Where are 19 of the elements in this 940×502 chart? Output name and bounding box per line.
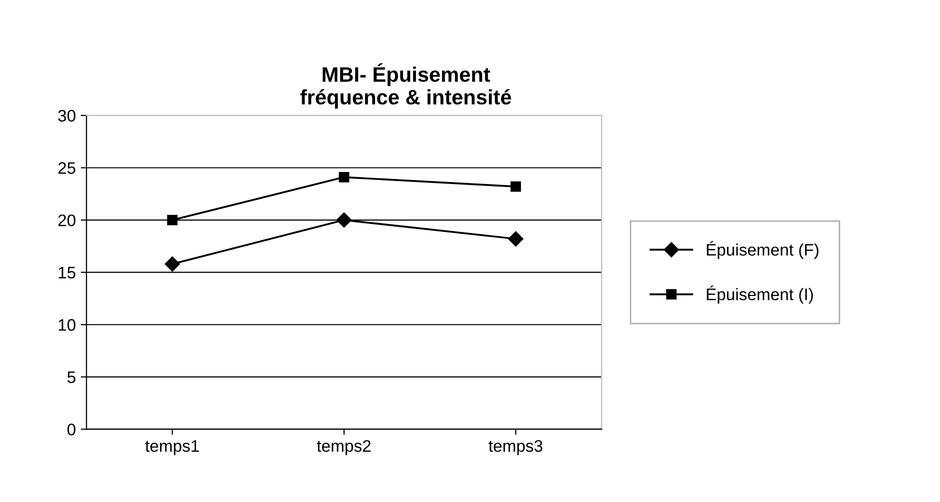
x-tick-label: temps3 [488,440,542,456]
point [510,181,521,192]
y-tick-label: 10 [58,319,76,331]
legend-label: Épuisement (F) [706,241,818,259]
legend-label: Épuisement (I) [706,286,813,304]
y-tick-label: 30 [58,110,76,122]
point [164,256,180,272]
y-tick-label: 0 [67,424,76,436]
x-tick-label: temps2 [316,440,371,456]
point [336,212,352,228]
y-tick-label: 5 [67,371,76,384]
x-tick-label: temps1 [145,440,199,456]
point [167,214,178,226]
y-tick-label: 25 [58,162,76,174]
chart-title: MBI- Épuisement fréquence & intensité [300,63,512,109]
point [508,231,524,246]
point [338,172,350,182]
y-tick-label: 15 [58,266,76,279]
y-tick-label: 20 [58,214,76,226]
